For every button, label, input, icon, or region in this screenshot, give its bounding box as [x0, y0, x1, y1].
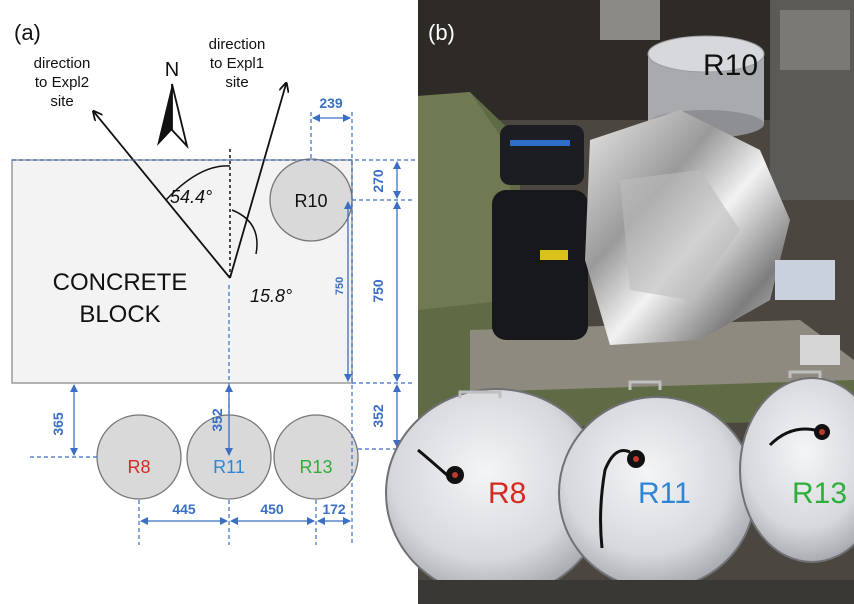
dim-750-outer: 750 — [370, 279, 386, 303]
dim-239: 239 — [319, 95, 343, 111]
photo-r8-label: R8 — [488, 477, 526, 510]
north-label: N — [165, 59, 179, 81]
dim-352-mid: 352 — [209, 408, 225, 432]
panel-b-label: (b) — [428, 20, 455, 45]
expl1-text-2: to Expl1 — [210, 55, 264, 72]
dim-270: 270 — [370, 169, 386, 193]
panel-a-label: (a) — [14, 20, 41, 45]
panel-a: CONCRETE BLOCK (a) N direction to Expl2 … — [11, 20, 415, 545]
expl2-text-3: site — [50, 93, 73, 110]
photo-r11-label: R11 — [638, 477, 691, 510]
block-label-line2: BLOCK — [79, 301, 160, 328]
expl2-text-2: to Expl2 — [35, 74, 89, 91]
arrow-to-expl1 — [229, 84, 286, 279]
sensor-r8-label: R8 — [127, 457, 150, 477]
sensor-r10-label: R10 — [294, 191, 327, 211]
dimension-lines — [12, 112, 415, 545]
photo-r10-label: R10 — [703, 49, 758, 82]
sensor-r13-label: R13 — [299, 457, 332, 477]
dim-172: 172 — [322, 501, 346, 517]
angle-54-label: 54.4° — [170, 187, 212, 207]
photo-r13-label: R13 — [792, 477, 847, 510]
angle-arc-54 — [165, 165, 231, 201]
panel-b-photo — [385, 0, 854, 604]
sensor-r11-label: R11 — [213, 457, 245, 477]
sensor-r13-circle — [273, 414, 359, 500]
angle-15-label: 15.8° — [250, 286, 292, 306]
dim-352-right: 352 — [370, 404, 386, 428]
angle-arc-15 — [231, 209, 258, 255]
expl1-text-1: direction — [209, 36, 266, 53]
arrow-to-expl2 — [94, 112, 231, 279]
expl1-text-3: site — [225, 74, 248, 91]
expl2-text-1: direction — [34, 55, 91, 72]
block-label-line1: CONCRETE — [53, 269, 188, 296]
dim-365: 365 — [50, 412, 66, 436]
dim-750-inner: 750 — [334, 277, 346, 295]
dimension-arrows — [70, 114, 401, 525]
north-arrow-icon — [157, 83, 189, 150]
dim-450: 450 — [260, 501, 284, 517]
dim-445: 445 — [172, 501, 196, 517]
